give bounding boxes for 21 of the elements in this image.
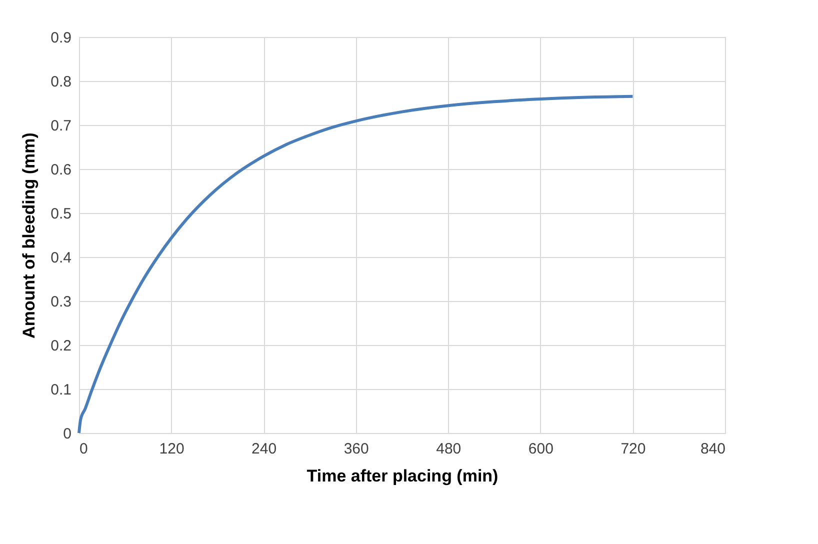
x-tick-label: 600 [528, 440, 554, 458]
x-tick-label: 720 [620, 440, 646, 458]
y-tick-label: 0.6 [50, 162, 72, 178]
y-tick-label: 0.4 [50, 250, 72, 266]
x-tick-label: 120 [159, 440, 184, 458]
x-tick-label: 240 [252, 440, 277, 458]
line-series [78, 94, 634, 434]
x-tick-label: 480 [436, 440, 462, 458]
y-tick-label: 0 [63, 426, 72, 442]
x-tick-label: 0 [80, 440, 88, 458]
x-axis-title: Time after placing (min) [306, 466, 498, 486]
x-tick-label: 360 [344, 440, 369, 458]
y-tick-label: 0.3 [50, 294, 72, 310]
y-tick-label: 0.1 [50, 382, 72, 398]
x-tick-label: 840 [700, 440, 726, 458]
y-tick-label: 0.2 [50, 338, 72, 354]
y-tick-label: 0.8 [50, 74, 72, 90]
y-tick-label: 0.7 [50, 118, 72, 134]
y-tick-label: 0.5 [50, 206, 72, 222]
y-axis-title: Amount of bleeding (mm) [20, 132, 39, 338]
y-tick-label: 0.9 [50, 30, 72, 46]
